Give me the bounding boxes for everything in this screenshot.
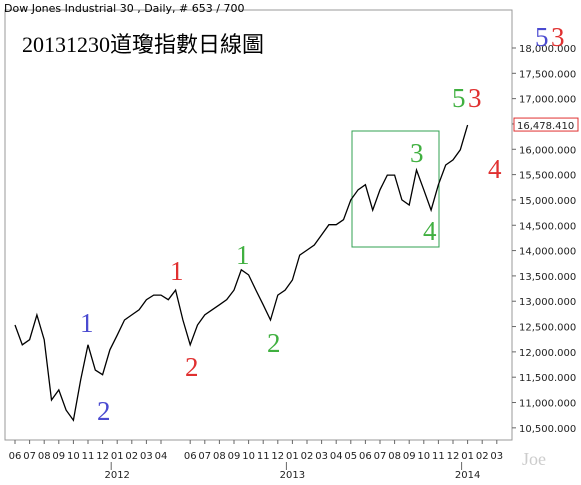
price-line (14, 124, 469, 422)
y-tick-label: 13,500.000 (519, 272, 576, 283)
x-tick-label: 09 (52, 451, 65, 462)
x-tick-label: 08 (213, 451, 226, 462)
y-tick-label: 12,500.000 (519, 323, 576, 334)
x-tick-label: 10 (242, 451, 255, 462)
wave-label: 3 (410, 138, 424, 168)
wave-label: 1 (80, 308, 94, 338)
wave-label: 3 (551, 22, 565, 52)
y-tick-label: 15,000.000 (519, 196, 576, 207)
watermark: Joe (522, 449, 546, 469)
x-tick-label: 07 (23, 451, 36, 462)
x-tick-label: 04 (155, 451, 168, 462)
y-tick-label: 17,500.000 (519, 69, 576, 80)
y-tick-label: 11,000.000 (519, 399, 576, 410)
subtitle: 20131230道瓊指數日線圖 (22, 32, 264, 57)
x-tick-label: 11 (82, 451, 95, 462)
y-tick-label: 17,000.000 (519, 95, 576, 106)
chart-title: Dow Jones Industrial 30 , Daily, # 653 /… (4, 2, 244, 15)
y-tick-label: 11,500.000 (519, 373, 576, 384)
x-tick-label: 01 (111, 451, 124, 462)
x-tick-label: 12 (271, 451, 284, 462)
x-tick-label: 07 (374, 451, 387, 462)
y-tick-label: 12,000.000 (519, 348, 576, 359)
x-tick-label: 08 (38, 451, 51, 462)
y-tick-label: 10,500.000 (519, 424, 576, 435)
x-tick-label: 03 (315, 451, 328, 462)
wave-label: 3 (468, 83, 482, 113)
x-tick-label: 09 (403, 451, 416, 462)
highlight-box (351, 130, 440, 248)
y-tick-label: 14,000.000 (519, 247, 576, 258)
year-label: 2014 (455, 470, 480, 481)
x-tick-label: 06 (359, 451, 372, 462)
wave-label: 2 (267, 328, 281, 358)
last-value-label: 16,478.410 (517, 121, 574, 132)
x-tick-label: 02 (301, 451, 314, 462)
x-tick-label: 02 (125, 451, 138, 462)
wave-label: 4 (423, 216, 437, 246)
x-tick-label: 06 (9, 451, 22, 462)
y-tick-label: 15,500.000 (519, 171, 576, 182)
x-tick-label: 01 (286, 451, 299, 462)
x-tick-label: 10 (67, 451, 80, 462)
x-tick-label: 02 (476, 451, 489, 462)
x-tick-label: 11 (432, 451, 445, 462)
y-tick-label: 16,000.000 (519, 145, 576, 156)
x-tick-label: 06 (184, 451, 197, 462)
wave-label: 5 (535, 22, 549, 52)
year-label: 2013 (280, 470, 305, 481)
x-tick-label: 07 (198, 451, 211, 462)
wave-label: 1 (236, 240, 250, 270)
x-tick-label: 12 (96, 451, 109, 462)
x-tick-label: 09 (228, 451, 241, 462)
wave-label: 2 (97, 396, 111, 426)
x-tick-label: 04 (330, 451, 343, 462)
x-tick-label: 03 (490, 451, 503, 462)
x-tick-label: 10 (417, 451, 430, 462)
y-tick-label: 14,500.000 (519, 221, 576, 232)
x-tick-label: 03 (140, 451, 153, 462)
x-tick-label: 08 (388, 451, 401, 462)
wave-label: 1 (170, 256, 184, 286)
x-tick-label: 11 (257, 451, 270, 462)
x-tick-label: 12 (447, 451, 460, 462)
wave-label: 5 (452, 83, 466, 113)
last-value-box (513, 117, 579, 132)
wave-label: 4 (488, 154, 502, 184)
x-tick-label: 01 (461, 451, 474, 462)
y-tick-label: 18,000.000 (519, 44, 576, 55)
x-tick-label: 05 (344, 451, 357, 462)
year-label: 2012 (104, 470, 129, 481)
wave-label: 2 (185, 352, 199, 382)
y-tick-label: 13,000.000 (519, 297, 576, 308)
